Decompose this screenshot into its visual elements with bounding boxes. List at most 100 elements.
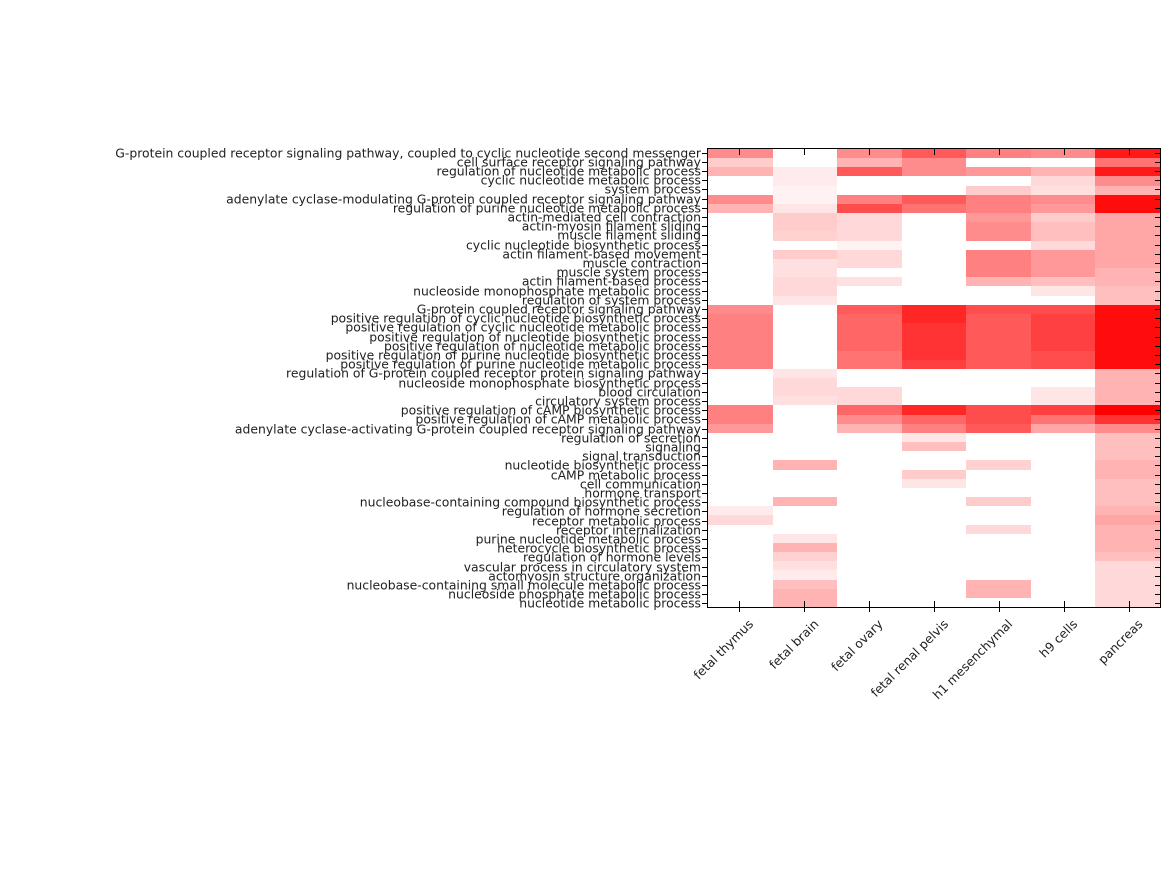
tick-mark: [1155, 382, 1160, 384]
heatmap-cell: [1095, 323, 1160, 333]
heatmap-cell: [837, 350, 902, 360]
heatmap-cell: [837, 423, 902, 433]
heatmap-cell: [966, 460, 1031, 470]
heatmap-cell: [772, 213, 838, 223]
heatmap-cell: [1030, 451, 1096, 461]
y-axis-label: adenylate cyclase-activating G-protein c…: [234, 421, 701, 437]
heatmap-cell: [901, 432, 967, 443]
heatmap-cell: [1095, 561, 1160, 571]
tick-mark: [869, 608, 871, 612]
heatmap-cell: [708, 497, 773, 507]
heatmap-cell: [772, 231, 838, 241]
heatmap-cell: [708, 359, 773, 369]
tick-mark: [1155, 217, 1160, 218]
heatmap-cell: [901, 240, 967, 250]
tick-mark: [702, 529, 707, 531]
heatmap-cell: [772, 469, 838, 479]
heatmap-cell: [1030, 213, 1096, 223]
heatmap-cell: [708, 350, 773, 360]
tick-mark: [1155, 483, 1160, 485]
heatmap-cell: [1095, 451, 1160, 461]
heatmap-cell: [708, 405, 773, 415]
heatmap-cell: [837, 323, 902, 333]
tick-mark: [1155, 456, 1160, 458]
heatmap-cell: [772, 396, 838, 406]
heatmap-cell: [772, 286, 838, 296]
heatmap-cell: [772, 222, 838, 232]
heatmap-cell: [966, 579, 1031, 589]
tick-mark: [702, 502, 707, 504]
heatmap-cell: [901, 579, 967, 589]
y-axis-label: nucleobase-containing small molecule met…: [346, 577, 701, 593]
heatmap-cell: [772, 542, 838, 553]
tick-mark: [1155, 594, 1160, 596]
heatmap-cell: [772, 277, 838, 287]
heatmap-cell: [708, 533, 773, 543]
heatmap-cell: [708, 194, 773, 204]
heatmap-cell: [966, 185, 1031, 195]
tick-mark: [1155, 575, 1160, 577]
heatmap-cell: [1095, 487, 1160, 498]
heatmap-cell: [901, 313, 967, 324]
heatmap-cell: [772, 368, 838, 378]
heatmap-cell: [772, 442, 838, 452]
heatmap-cell: [772, 341, 838, 351]
tick-mark: [702, 290, 707, 292]
heatmap-cell: [1030, 487, 1096, 498]
y-axis-label: actin-myosin filament sliding: [521, 218, 701, 234]
heatmap-cell: [901, 249, 967, 259]
heatmap-cell: [708, 231, 773, 241]
heatmap-cell: [772, 304, 838, 314]
y-axis-label: vascular process in circulatory system: [463, 559, 701, 575]
tick-mark: [702, 401, 707, 402]
tick-mark: [1155, 309, 1160, 310]
heatmap-cell: [1095, 552, 1160, 562]
heatmap-cell: [966, 350, 1031, 360]
heatmap-cell: [772, 524, 838, 534]
heatmap-cell: [966, 506, 1031, 516]
heatmap-cell: [966, 396, 1031, 406]
heatmap-cell: [966, 149, 1031, 159]
heatmap-cell: [1030, 542, 1096, 553]
heatmap-cell: [772, 423, 838, 433]
heatmap-cell: [1095, 533, 1160, 543]
heatmap-cell: [901, 194, 967, 204]
heatmap-cell: [901, 158, 967, 168]
heatmap-cell: [1030, 158, 1096, 168]
heatmap-cell: [837, 176, 902, 186]
heatmap-cell: [772, 176, 838, 186]
tick-mark: [1155, 493, 1160, 494]
heatmap-cell: [837, 561, 902, 571]
heatmap-cell: [837, 414, 902, 424]
tick-mark: [739, 601, 741, 607]
heatmap-cell: [901, 222, 967, 232]
tick-mark: [934, 608, 935, 612]
heatmap-cell: [708, 158, 773, 168]
heatmap-cell: [837, 332, 902, 342]
heatmap-cell: [901, 588, 967, 598]
tick-mark: [702, 456, 707, 458]
heatmap-cell: [1095, 405, 1160, 415]
x-axis-label: fetal ovary: [828, 616, 887, 675]
heatmap-cell: [708, 313, 773, 324]
heatmap-cell: [966, 231, 1031, 241]
heatmap-cell: [966, 451, 1031, 461]
y-axis-label: actin-mediated cell contraction: [507, 209, 701, 225]
heatmap-cell: [837, 487, 902, 498]
heatmap-cell: [708, 442, 773, 452]
heatmap-cell: [708, 268, 773, 278]
heatmap-cell: [1030, 258, 1096, 269]
y-axis-label: regulation of G-protein coupled receptor…: [286, 365, 701, 381]
heatmap-cell: [772, 561, 838, 571]
heatmap-cell: [966, 249, 1031, 259]
y-axis-label: regulation of purine nucleotide metaboli…: [392, 200, 701, 216]
heatmap-cell: [966, 524, 1031, 534]
heatmap-cell: [708, 469, 773, 479]
heatmap-cell: [966, 304, 1031, 314]
heatmap-cell: [837, 570, 902, 580]
heatmap-cell: [1030, 323, 1096, 333]
y-axis-label: positive regulation of purine nucleotide…: [325, 347, 701, 363]
heatmap-cell: [708, 368, 773, 378]
heatmap-cell: [901, 414, 967, 424]
